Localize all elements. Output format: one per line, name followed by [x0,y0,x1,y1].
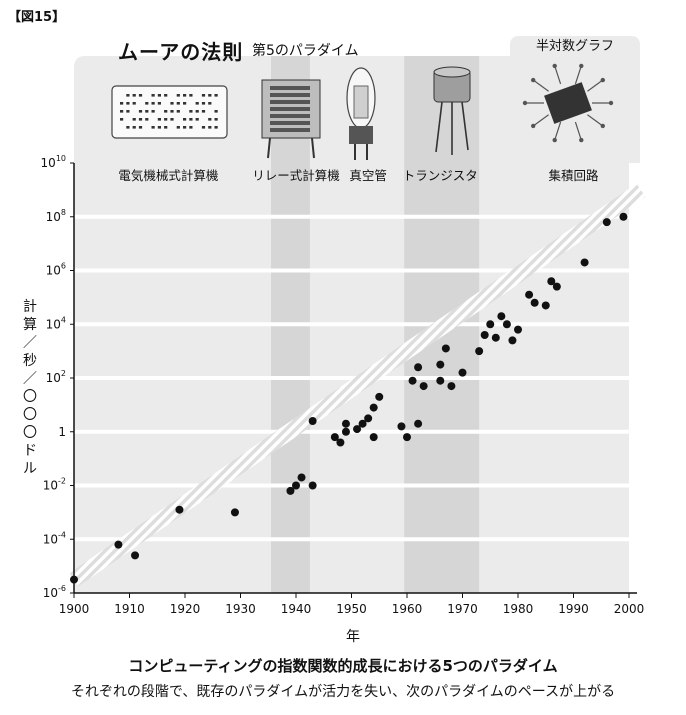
data-point [547,277,556,286]
x-tick-label: 1990 [558,602,589,616]
data-point [286,486,295,495]
data-point [552,282,561,291]
data-point [175,505,184,514]
x-tick-label: 1900 [59,602,90,616]
caption-sub: それぞれの段階で、既存のパラダイムが活力を失い、次のパラダイムのペースが上がる [70,684,616,700]
x-tick-label: 2000 [614,602,645,616]
data-point [330,433,339,442]
data-point [475,347,484,356]
data-point [436,376,445,385]
transistor-icon [433,66,471,155]
data-point [502,320,511,329]
data-point [541,301,550,310]
chart-subtitle: 第5のパラダイム [252,43,359,59]
y-tick-label: 104 [46,315,66,331]
y-tick-label: 106 [46,262,66,278]
y-tick-label: 108 [46,208,66,224]
data-point [403,433,411,442]
x-tick-label: 1910 [114,602,145,616]
paradigm-label: 真空管 [349,168,387,183]
x-tick-label: 1970 [447,602,478,616]
data-point [486,320,495,329]
data-point [441,344,450,353]
data-point [497,312,506,321]
data-point [353,425,362,434]
data-point [414,363,423,372]
data-point [297,473,306,482]
data-point [408,376,417,385]
chart-title: ムーアの法則 [118,40,244,64]
data-point [414,419,423,428]
x-axis-label: 年 [346,629,360,645]
data-point [230,508,239,517]
data-point [70,575,78,584]
data-point [336,438,345,447]
y-tick-label: 102 [46,369,66,385]
data-point [458,368,467,377]
data-point [508,336,517,345]
y-tick-label: 1010 [41,154,66,170]
y-tick-label: 10-2 [43,477,66,493]
integrated-circuit-icon [522,63,614,143]
x-tick-label: 1980 [503,602,534,616]
data-point [491,333,500,342]
data-point [602,218,611,227]
figure-label: 【図15】 [8,10,66,25]
data-point [447,382,456,391]
data-point [341,419,350,428]
x-tick-label: 1920 [170,602,201,616]
data-point [525,290,534,299]
data-point [619,212,628,221]
data-point [114,540,123,549]
data-point [358,419,367,428]
relay-icon [261,79,321,159]
data-point [341,427,350,436]
y-tick-label: 10-4 [43,530,66,546]
vacuum-tube-icon [346,67,376,160]
y-tick-label: 10-6 [43,584,66,600]
data-point [131,551,140,560]
data-point [480,331,489,339]
data-point [397,422,406,431]
punch-card-icon [111,85,228,139]
data-point [580,258,589,267]
data-point [375,392,384,401]
y-axis-label: 計算／秒／〇〇〇ドル [23,299,37,477]
data-point [308,481,317,490]
data-point [419,382,428,391]
data-point [369,433,378,442]
x-tick-label: 1960 [392,602,423,616]
paradigm-label: リレー式計算機 [252,168,340,183]
trend-band [69,183,646,587]
x-tick-label: 1940 [281,602,312,616]
x-tick-label: 1930 [225,602,256,616]
paradigm-label: トランジスタ [403,168,478,183]
data-point [369,403,378,412]
data-point [436,360,445,369]
data-point [308,417,317,425]
paradigm-label: 集積回路 [548,168,599,183]
data-point [292,481,300,490]
x-tick-label: 1950 [336,602,367,616]
data-point [530,298,539,307]
data-point [364,414,373,423]
data-point [514,325,522,334]
y-tick-label: 1 [58,425,66,439]
caption-main: コンピューティングの指数関数的成長における5つのパラダイム [128,657,558,675]
paradigm-label: 電気機械式計算機 [118,168,219,183]
